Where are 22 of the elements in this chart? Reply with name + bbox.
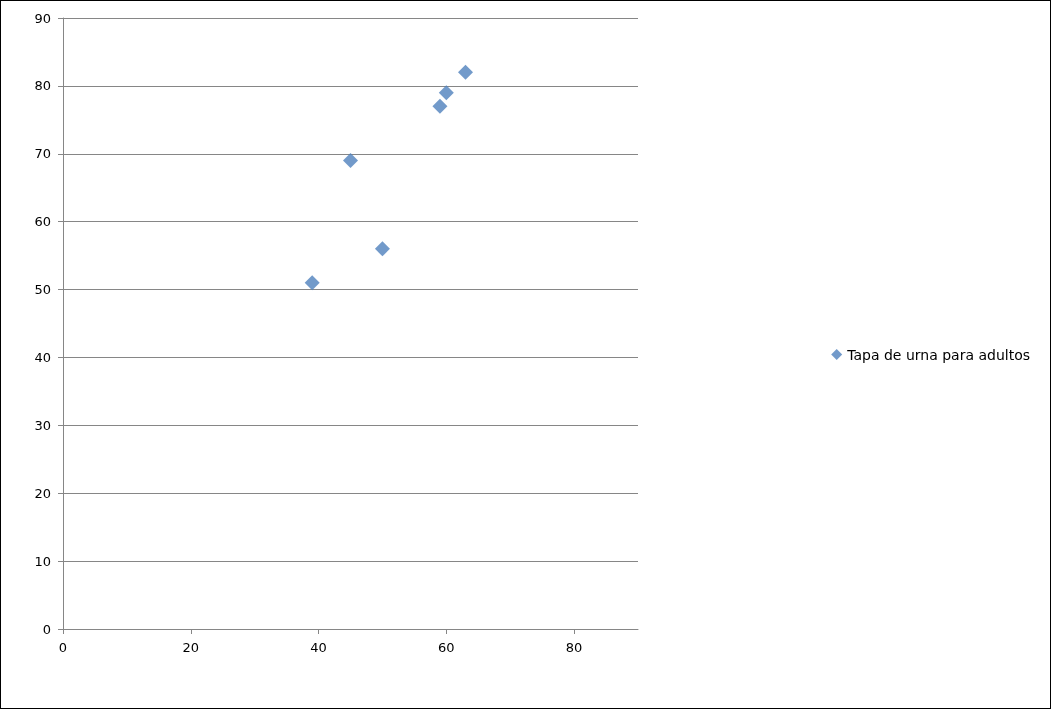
- x-tick-label: 0: [58, 640, 68, 655]
- x-tick-label: 40: [310, 640, 327, 655]
- y-tick-label: 0: [42, 621, 51, 637]
- x-tick-label: 20: [182, 640, 200, 655]
- point: [343, 153, 358, 169]
- y-tick-label: 40: [34, 349, 51, 365]
- y-tick-label: 70: [34, 146, 51, 162]
- y-tick-label: 60: [34, 214, 51, 230]
- point: [438, 85, 454, 101]
- y-tick-label: 20: [34, 485, 51, 501]
- y-tick-label: 30: [34, 417, 51, 433]
- y-tick-label: 50: [34, 282, 51, 298]
- x-tick-label: 80: [565, 640, 583, 655]
- legend-label: Tapa de urna para adultos: [846, 346, 1030, 363]
- point: [432, 98, 448, 114]
- y-tick-label: 80: [34, 78, 51, 94]
- point: [458, 64, 473, 80]
- y-tick-label: 90: [34, 10, 51, 26]
- x-tick-label: 60: [438, 640, 455, 655]
- point: [304, 275, 320, 291]
- y-tick-label: 10: [34, 553, 51, 569]
- point: [374, 241, 390, 257]
